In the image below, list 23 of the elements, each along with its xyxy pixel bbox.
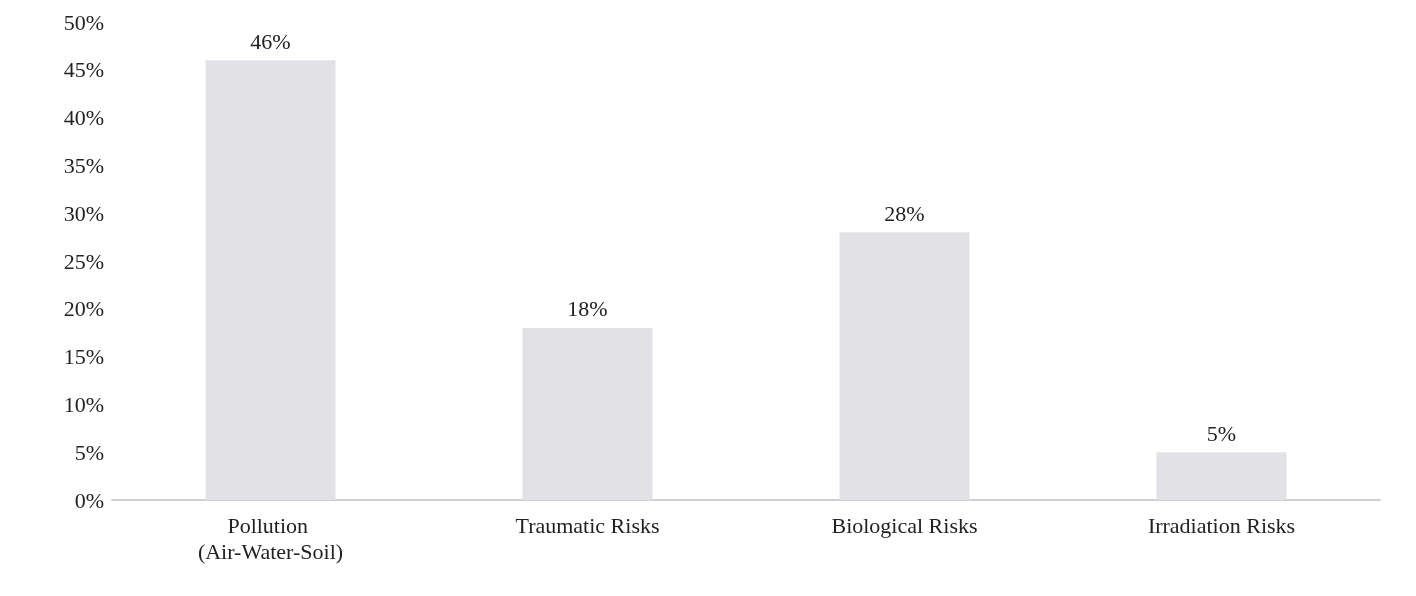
y-tick-label: 10%: [63, 391, 104, 417]
y-tick-label: 0%: [74, 487, 104, 513]
data-label: 46%: [250, 28, 291, 54]
y-tick-label: 15%: [63, 344, 104, 370]
data-label: 28%: [884, 200, 925, 226]
data-label: 5%: [1206, 420, 1237, 446]
x-tick-label: Irradiation Risks: [1147, 512, 1296, 538]
x-tick-label: Pollution (Air-Water-Soil): [197, 512, 344, 564]
bar: [522, 327, 653, 500]
y-tick-label: 20%: [63, 296, 104, 322]
bar: [1156, 452, 1287, 500]
y-tick-label: 30%: [63, 200, 104, 226]
y-tick-label: 35%: [63, 152, 104, 178]
y-tick-label: 50%: [63, 9, 104, 35]
x-tick-label: Traumatic Risks: [515, 512, 660, 538]
bar: [205, 60, 336, 500]
x-tick-label: Biological Risks: [831, 512, 978, 538]
bar: [839, 232, 970, 500]
y-tick-label: 5%: [74, 439, 104, 465]
data-label: 18%: [567, 296, 608, 322]
y-tick-label: 40%: [63, 105, 104, 131]
y-tick-label: 45%: [63, 57, 104, 83]
y-tick-label: 25%: [63, 248, 104, 274]
